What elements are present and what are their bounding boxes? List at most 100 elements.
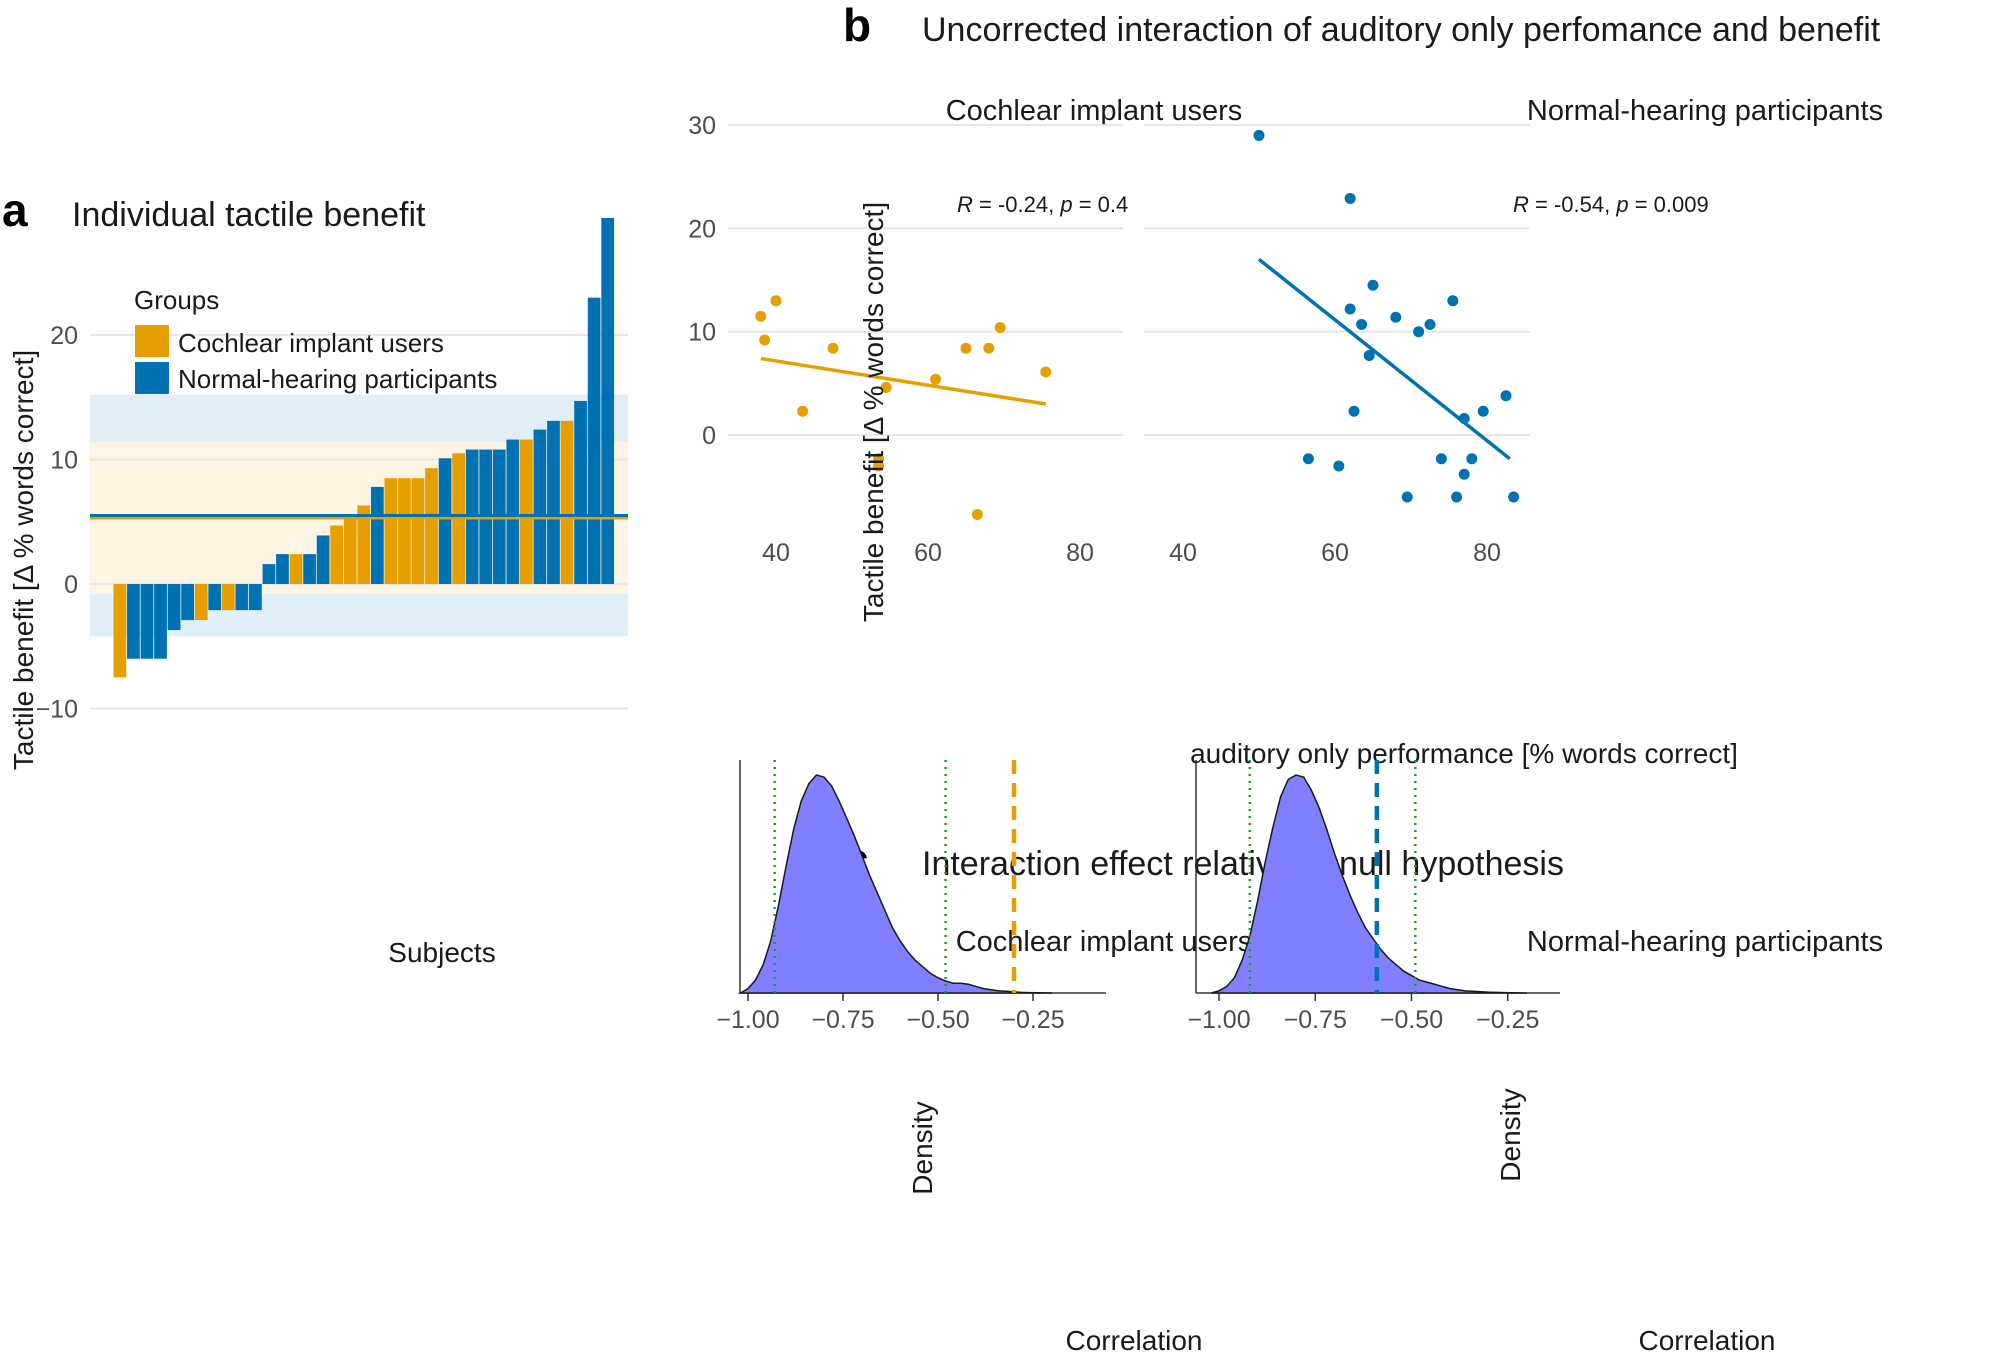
c-xtick-label: −0.25	[1001, 1006, 1064, 1034]
b-ticks: 40 60 80 40 60 80 0 10 20 30	[688, 112, 1501, 567]
a-bar	[181, 584, 194, 621]
panel-b: b Uncorrected interaction of auditory on…	[688, 0, 1883, 769]
b-point-ci	[930, 373, 942, 385]
b-annotation-ci: R = -0.24, p = 0.4	[957, 192, 1128, 217]
panel-b-letter: b	[843, 0, 871, 51]
b-xtick-label: 60	[1321, 539, 1349, 567]
b-point-nh	[1401, 491, 1413, 503]
b-point-nh	[1302, 453, 1314, 465]
legend-swatch-nh	[135, 362, 169, 394]
a-bar	[113, 584, 127, 678]
a-bar	[398, 478, 411, 584]
b-point-ci	[880, 381, 892, 393]
b-ytick-label: 20	[688, 215, 716, 243]
b-point-nh	[1348, 405, 1360, 417]
a-y-axis-title: Tactile benefit [Δ % words correct]	[8, 350, 39, 770]
a-bar	[574, 400, 587, 584]
b-point-ci	[797, 405, 809, 417]
a-bar	[601, 217, 615, 584]
c-xtick-label: −1.00	[716, 1006, 779, 1034]
a-bar	[425, 468, 438, 584]
legend: Groups Cochlear implant users Normal-hea…	[134, 285, 497, 394]
a-bar	[560, 420, 574, 584]
a-bar	[208, 584, 222, 611]
a-bar	[330, 525, 344, 584]
a-ytick-label: 0	[64, 571, 78, 599]
legend-label-ci: Cochlear implant users	[178, 328, 444, 358]
panel-a-letter: a	[2, 184, 28, 236]
panel-a-title: Individual tactile benefit	[72, 196, 426, 234]
b-point-nh	[1458, 412, 1470, 424]
b-point-ci	[994, 322, 1006, 334]
b-point-ci	[960, 342, 972, 354]
b-annotation-ci-p-value: = 0.4	[1073, 192, 1129, 217]
b-point-nh	[1458, 468, 1470, 480]
a-bar	[194, 584, 208, 621]
b-y-axis-title: Tactile benefit [Δ % words correct]	[858, 202, 889, 622]
b-point-nh	[1363, 349, 1375, 361]
b-x-axis-title: auditory only performance [% words corre…	[1190, 738, 1738, 769]
b-ytick-label: 10	[688, 319, 716, 347]
c-xtick-label: −0.50	[906, 1006, 969, 1034]
c-xtick-label: −1.00	[1187, 1006, 1250, 1034]
c-density-area	[1211, 774, 1528, 994]
a-bars	[113, 217, 615, 678]
c-xtick-label: −0.50	[1380, 1006, 1443, 1034]
b-annotation-nh-r: R	[1513, 192, 1529, 217]
panel-a: a Individual tactile benefit −10 0 10 20 Su…	[2, 184, 628, 968]
c-xtick-label: −0.75	[1284, 1006, 1347, 1034]
b-xtick-label: 40	[1169, 539, 1197, 567]
a-bar	[587, 297, 601, 584]
b-point-nh	[1413, 326, 1425, 338]
b-point-nh	[1344, 192, 1356, 204]
b-facet-title-ci: Cochlear implant users	[946, 95, 1243, 127]
a-bar	[276, 554, 289, 584]
a-bar	[316, 535, 330, 584]
b-annotation-ci-r: R	[957, 192, 973, 217]
a-bar	[520, 439, 533, 584]
b-xtick-label: 60	[914, 539, 942, 567]
c-x-axis-title-nh: Correlation	[1639, 1325, 1776, 1354]
b-annotation-nh-p: p	[1615, 192, 1628, 217]
b-point-nh	[1333, 460, 1345, 472]
a-bar	[289, 554, 303, 584]
b-point-ci	[971, 509, 983, 521]
a-yticks: −10 0 10 20	[36, 322, 78, 724]
c-density-area	[737, 774, 1053, 994]
a-bar	[303, 554, 316, 584]
c-xtick-label: −0.25	[1476, 1006, 1539, 1034]
b-annotation-ci-r-value: = -0.24,	[973, 192, 1060, 217]
panel-c-title: Interaction effect relative to null hypo…	[922, 845, 1564, 883]
b-point-nh	[1500, 390, 1512, 402]
b-annotation-nh: R = -0.54, p = 0.009	[1513, 192, 1709, 217]
a-bar	[167, 584, 181, 631]
legend-swatch-ci	[135, 325, 169, 357]
legend-label-nh: Normal-hearing participants	[178, 364, 497, 394]
b-fits	[760, 258, 1511, 461]
a-bar	[547, 420, 560, 584]
b-point-nh	[1253, 129, 1265, 141]
a-bar	[235, 584, 249, 611]
panel-c: c Interaction effect relative to null hy…	[716, 760, 1883, 1354]
c-y-axis-title-ci: Density	[907, 1101, 938, 1194]
b-fit-line-ci	[760, 356, 1047, 406]
b-point-nh	[1435, 453, 1447, 465]
a-bar	[154, 584, 167, 659]
b-xtick-label: 80	[1473, 539, 1501, 567]
b-ytick-label: 0	[702, 422, 716, 450]
b-point-ci	[983, 342, 995, 354]
b-annotation-nh-p-value: = 0.009	[1629, 192, 1709, 217]
a-ytick-label: −10	[36, 696, 78, 724]
b-points	[755, 129, 1520, 521]
a-means	[90, 514, 628, 520]
c-y-axis-title-nh: Density	[1495, 1088, 1526, 1181]
b-point-ci	[755, 310, 767, 322]
b-fit-line-nh	[1257, 258, 1511, 461]
a-bar	[370, 486, 384, 584]
b-point-ci	[1040, 366, 1052, 378]
b-facet-title-nh: Normal-hearing participants	[1527, 95, 1883, 127]
b-point-ci	[873, 460, 885, 472]
legend-title: Groups	[134, 285, 219, 315]
a-bar	[262, 564, 276, 584]
